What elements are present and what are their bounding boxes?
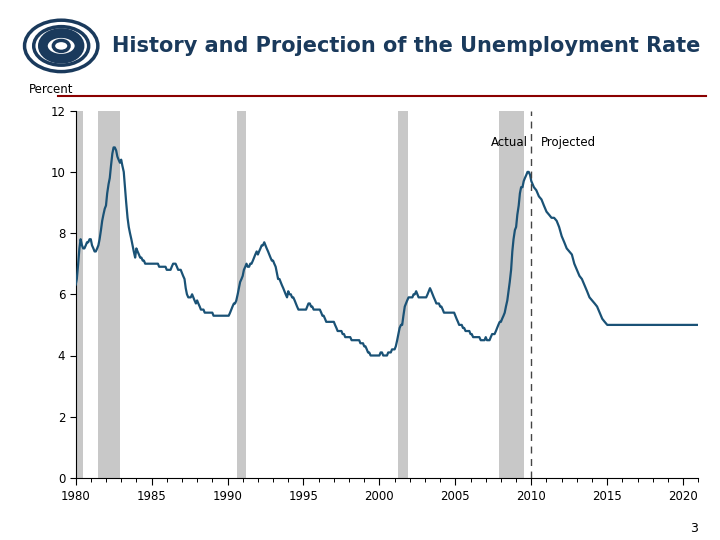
Text: Percent: Percent (29, 83, 73, 96)
Text: History and Projection of the Unemployment Rate: History and Projection of the Unemployme… (112, 36, 700, 56)
Bar (99, 111, 120, 478)
Bar (76, 111, 84, 478)
Bar (397, 111, 408, 478)
Text: Projected: Projected (541, 137, 595, 150)
Text: 3: 3 (690, 522, 698, 535)
Bar (500, 111, 523, 478)
Text: Actual: Actual (491, 137, 528, 150)
Bar (237, 111, 246, 478)
